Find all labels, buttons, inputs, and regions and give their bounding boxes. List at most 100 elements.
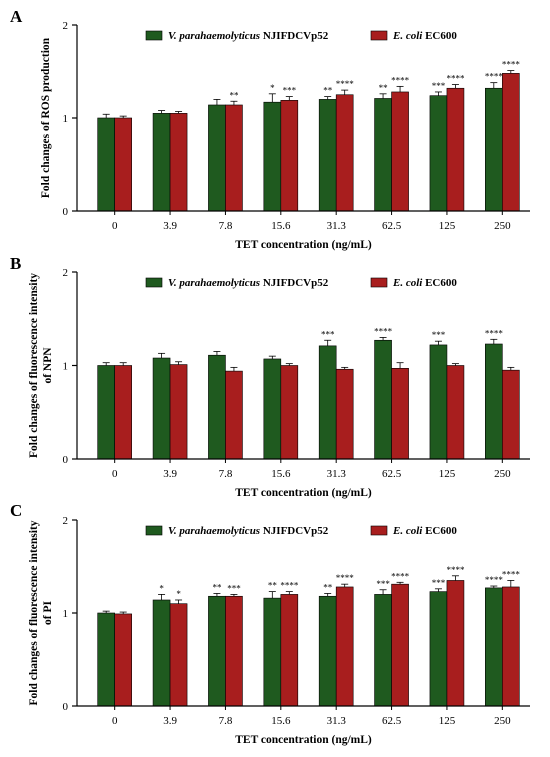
bar-ecoli [169,364,188,460]
bar-ecoli [446,87,465,212]
bar-vp [429,591,448,707]
x-tick-label: 15.6 [271,715,291,727]
significance-label: **** [502,60,521,70]
chart-panel-c: C* ** ** ** *** *** ******** ******** ******** **… [10,501,530,746]
bar-vp [152,599,171,707]
bar-vp [208,104,226,212]
bar-vp [485,587,503,707]
x-tick-label: 125 [439,468,456,480]
x-tick-label: 0 [112,715,118,727]
significance-label: **** [446,74,465,84]
bar-ecoli [391,368,409,460]
significance-label: **** [485,575,504,585]
bar-vp [485,87,503,212]
y-tick-label: 1 [63,361,69,373]
x-tick-label: 62.5 [382,468,402,480]
significance-label: ** [229,90,239,100]
significance-label: *** [283,86,297,96]
bar-ecoli [335,94,354,212]
y-axis-title-line: Fold changes of fluorescence intensity [28,520,40,705]
legend-entry: V. parahaemolyticus NJIFDCVp52 [168,277,329,289]
x-tick-label: 15.6 [271,220,291,232]
bar-ecoli [280,594,299,707]
x-tick-label: 250 [494,715,511,727]
significance-label: ** [268,581,278,591]
bar-ecoli [391,91,409,212]
x-axis-title: TET concentration (ng/mL) [235,487,372,499]
x-tick-label: 3.9 [163,220,177,232]
bar-ecoli [502,73,520,212]
bar-vp [374,594,392,707]
significance-label: **** [336,79,355,89]
legend-swatch [370,525,388,536]
bar-ecoli [114,117,132,212]
significance-label: *** [432,330,446,340]
bar-vp [97,365,115,460]
y-tick-label: 1 [63,113,69,125]
panel-label: B [10,254,21,273]
bar-vp [97,612,115,707]
significance-label: ** [323,86,333,96]
bar-vp [318,345,337,460]
bar-ecoli [225,370,243,460]
bar-ecoli [169,603,188,707]
bar-ecoli [446,580,465,707]
x-tick-label: 62.5 [382,220,402,232]
bar-vp [374,98,392,212]
significance-label: * [270,83,275,93]
legend-swatch [370,277,388,288]
significance-label: **** [374,326,393,336]
bar-ecoli [114,365,132,460]
bar-ecoli [280,100,299,212]
y-axis-title-line: Fold changes of fluorescence intensity [28,273,40,458]
x-tick-label: 7.8 [219,715,233,727]
significance-label: **** [280,581,299,591]
x-tick-label: 7.8 [219,220,233,232]
y-tick-label: 0 [63,454,69,466]
bar-ecoli [502,369,520,460]
significance-label: ** [379,83,389,93]
legend-swatch [145,525,163,536]
significance-label: * [159,583,164,593]
bar-vp [208,354,226,460]
significance-label: **** [485,72,504,82]
bar-ecoli [446,365,465,460]
x-tick-label: 31.3 [327,468,347,480]
significance-label: *** [432,81,446,91]
x-tick-label: 31.3 [327,715,347,727]
bar-vp [318,595,337,707]
bar-vp [263,597,282,707]
x-tick-label: 125 [439,715,456,727]
bar-vp [318,99,337,212]
significance-label: *** [376,579,390,589]
x-tick-label: 3.9 [163,468,177,480]
legend-entry: V. parahaemolyticus NJIFDCVp52 [168,525,329,537]
significance-label: *** [227,583,241,593]
bar-vp [152,357,171,460]
x-tick-label: 250 [494,468,511,480]
bar-ecoli [335,368,354,460]
bar-ecoli [169,113,188,212]
legend-entry: E. coli EC600 [392,30,457,42]
bar-vp [263,358,282,460]
bar-ecoli [114,613,132,707]
bar-ecoli [391,583,409,707]
x-tick-label: 0 [112,220,118,232]
significance-label: ** [212,582,222,592]
legend-swatch [370,30,388,41]
panel-label: A [10,7,23,26]
x-tick-label: 15.6 [271,468,291,480]
significance-label: **** [446,565,465,575]
x-tick-label: 0 [112,468,118,480]
significance-label: * [176,589,181,599]
bar-vp [152,113,171,212]
significance-label: *** [321,329,335,339]
significance-label: ** [323,582,333,592]
y-axis-title-line: of NPN [42,347,54,384]
legend-swatch [145,30,163,41]
significance-label: **** [391,571,410,581]
x-axis-title: TET concentration (ng/mL) [235,734,372,746]
bar-vp [263,101,282,212]
